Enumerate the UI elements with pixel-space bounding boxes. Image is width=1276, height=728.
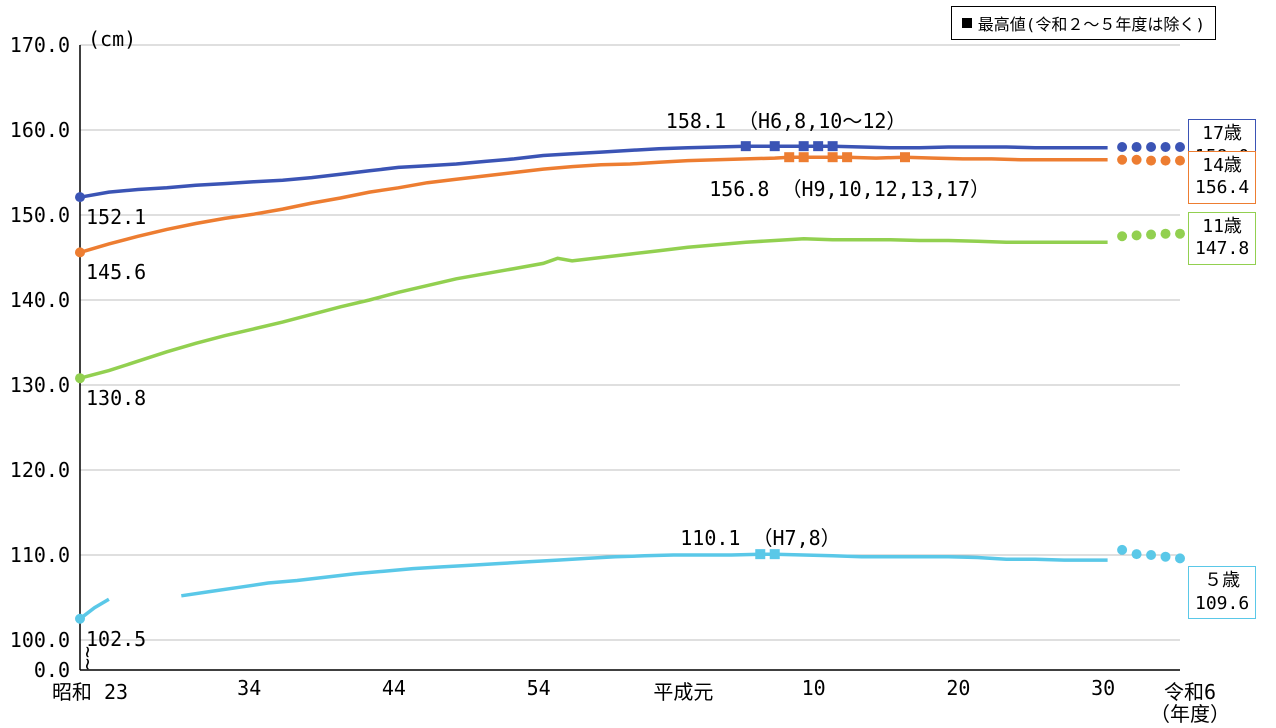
series-start-label: 152.1	[86, 205, 146, 229]
series-start-marker	[75, 614, 85, 624]
x-tick-label: 30	[1063, 676, 1143, 700]
x-tick-label: 10	[774, 676, 854, 700]
x-tick-label: 44	[354, 676, 434, 700]
excluded-year-marker	[1175, 229, 1185, 239]
series-age14	[80, 157, 1108, 252]
excluded-year-marker	[1161, 142, 1171, 152]
y-tick-label: 160.0	[0, 118, 70, 142]
excluded-year-marker	[1175, 156, 1185, 166]
legend-box: 最高値(令和２～５年度は除く)	[951, 6, 1216, 40]
plot-svg	[0, 0, 1276, 728]
x-tick-label: 昭和 23	[50, 676, 130, 705]
excluded-year-marker	[1161, 229, 1171, 239]
series-start-label: 145.6	[86, 260, 146, 284]
x-axis-unit: （年度）	[1150, 698, 1230, 727]
series-group	[80, 146, 1108, 619]
y-tick-label: 170.0	[0, 33, 70, 57]
end-box-title: 14歳	[1195, 155, 1249, 178]
excluded-year-marker	[1161, 156, 1171, 166]
excluded-year-marker	[1146, 230, 1156, 240]
excluded-year-marker	[1175, 553, 1185, 563]
end-box-value: 109.6	[1195, 593, 1249, 616]
excluded-year-marker	[1146, 550, 1156, 560]
excluded-year-marker	[1175, 142, 1185, 152]
grid	[80, 45, 1180, 640]
x-tick-label: 20	[918, 676, 998, 700]
end-box-title: ５歳	[1195, 570, 1249, 593]
series-annotation: 158.1 （H6,8,10～12）	[666, 105, 907, 134]
max-marker	[770, 141, 780, 151]
legend-text: 最高値(令和２～５年度は除く)	[978, 11, 1205, 35]
excluded-year-marker	[1117, 155, 1127, 165]
excluded-year-marker	[1146, 156, 1156, 166]
end-box-value: 156.4	[1195, 177, 1249, 200]
excluded-year-marker	[1117, 545, 1127, 555]
series-start-marker	[75, 373, 85, 383]
series-end-box: 11歳147.8	[1188, 212, 1256, 265]
y-tick-label: 130.0	[0, 373, 70, 397]
max-marker	[799, 141, 809, 151]
y-tick-label: 100.0	[0, 628, 70, 652]
chart-container: 最高値(令和２～５年度は除く) 0.0100.0110.0120.0130.01…	[0, 0, 1276, 728]
excluded-year-marker	[1146, 142, 1156, 152]
max-marker	[842, 152, 852, 162]
excluded-year-marker	[1132, 549, 1142, 559]
markers-group	[75, 141, 1185, 624]
x-tick-label: 平成元	[643, 676, 723, 705]
excluded-year-marker	[1117, 142, 1127, 152]
series-age5	[80, 599, 109, 619]
series-start-marker	[75, 247, 85, 257]
series-start-marker	[75, 192, 85, 202]
excluded-year-marker	[1117, 231, 1127, 241]
max-marker	[784, 152, 794, 162]
series-annotation: 110.1 （H7,8）	[680, 522, 840, 551]
max-marker	[813, 141, 823, 151]
series-start-label: 130.8	[86, 386, 146, 410]
series-annotation: 156.8 （H9,10,12,13,17）	[709, 173, 990, 202]
max-marker	[900, 152, 910, 162]
end-box-title: 17歳	[1195, 123, 1249, 146]
y-tick-label: 150.0	[0, 203, 70, 227]
excluded-year-marker	[1132, 230, 1142, 240]
y-tick-label: 120.0	[0, 458, 70, 482]
y-tick-label: 140.0	[0, 288, 70, 312]
series-end-box: 14歳156.4	[1188, 151, 1256, 204]
end-box-title: 11歳	[1195, 216, 1249, 239]
series-start-label: 102.5	[86, 627, 146, 651]
x-tick-label: 34	[209, 676, 289, 700]
max-marker	[828, 152, 838, 162]
axis-break-icon: ~	[76, 658, 100, 670]
max-marker	[828, 141, 838, 151]
legend-marker-icon	[962, 18, 972, 28]
max-marker	[799, 152, 809, 162]
series-end-box: ５歳109.6	[1188, 566, 1256, 619]
series-age5	[181, 554, 1107, 596]
end-box-value: 147.8	[1195, 238, 1249, 261]
excluded-year-marker	[1132, 142, 1142, 152]
series-age11	[80, 239, 1108, 378]
y-tick-label: 110.0	[0, 543, 70, 567]
excluded-year-marker	[1161, 552, 1171, 562]
excluded-year-marker	[1132, 155, 1142, 165]
y-axis-unit: (cm)	[88, 27, 136, 51]
max-marker	[741, 141, 751, 151]
x-tick-label: 54	[499, 676, 579, 700]
axes	[80, 45, 1180, 670]
